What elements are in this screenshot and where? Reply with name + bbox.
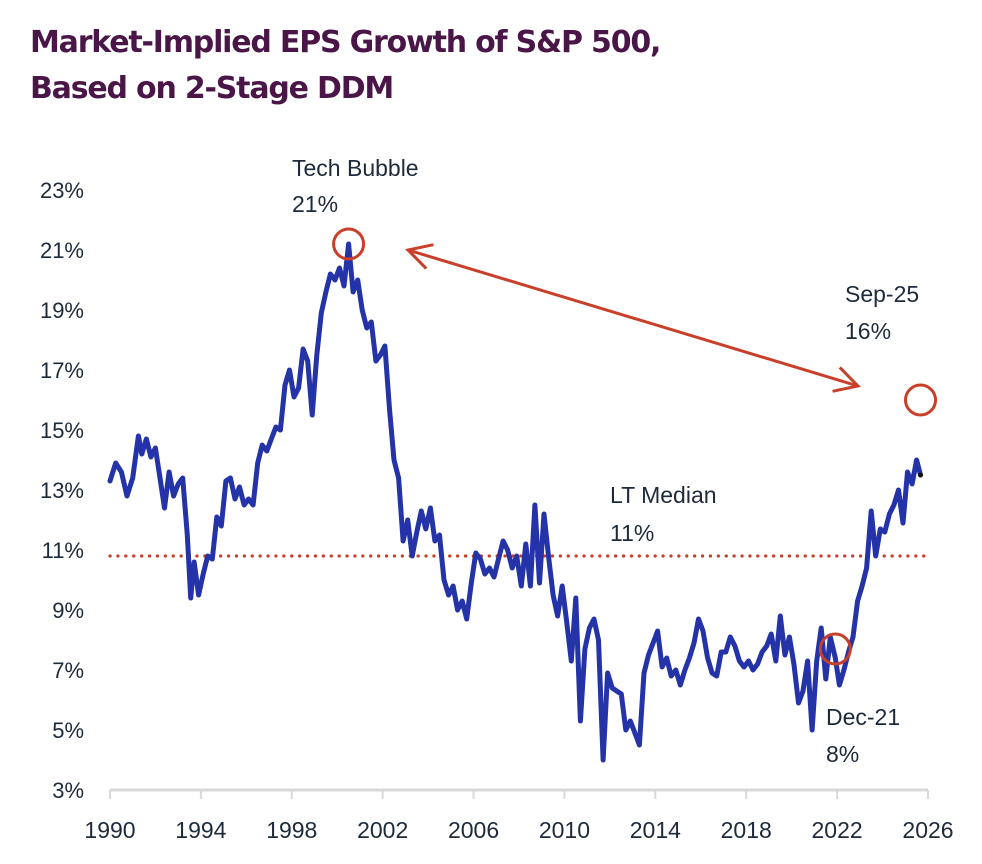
y-axis: 23% 21% 19% 17% 15% 13% 11% 9% 7% 5% 3% (40, 178, 84, 803)
arrow-head-left (405, 243, 434, 270)
x-tick-label: 1990 (84, 817, 135, 843)
x-tick-label: 2018 (721, 817, 772, 843)
y-tick-label: 11% (42, 538, 84, 563)
x-tick-label: 2006 (448, 817, 499, 843)
x-axis: 1990 1994 1998 2002 2006 2010 2014 2018 2022 2026 (84, 788, 954, 843)
annotation-tech-bubble-title: Tech Bubble (292, 155, 419, 181)
x-tick-label: 1994 (175, 817, 226, 843)
x-tick-label: 2014 (630, 817, 681, 843)
chart-title-line2: Based on 2-Stage DDM (30, 71, 394, 106)
y-tick-label: 13% (40, 478, 84, 503)
series-end-point (918, 472, 924, 478)
series-group (107, 241, 924, 763)
annotation-sep-25-value: 16% (845, 318, 891, 344)
annotation-dec-21-value: 8% (826, 741, 859, 767)
y-tick-label: 9% (52, 598, 84, 623)
y-tick-label: 17% (40, 358, 84, 383)
y-tick-label: 19% (40, 298, 84, 323)
annotation-circle-tech-bubble (332, 227, 366, 261)
arrow-shaft (407, 248, 859, 388)
x-tick-label: 2002 (357, 817, 408, 843)
annotation-sep-25-title: Sep-25 (845, 281, 919, 307)
annotation-lt-median-title: LT Median (610, 482, 717, 508)
annotation-lt-median-value: 11% (610, 520, 654, 546)
x-tick-label: 2022 (812, 817, 863, 843)
y-tick-label: 21% (40, 238, 84, 263)
annotation-tech-bubble-value: 21% (292, 191, 338, 217)
x-tick-label: 2010 (539, 817, 590, 843)
y-tick-label: 15% (40, 418, 84, 443)
y-tick-label: 3% (52, 778, 84, 803)
y-tick-label: 23% (40, 178, 84, 203)
annotation-circle-sep-25 (904, 383, 938, 417)
annotation-circle-dec-21 (818, 632, 852, 666)
y-tick-label: 5% (52, 718, 84, 743)
arrow-head-right (832, 366, 861, 393)
x-tick-label: 1998 (266, 817, 317, 843)
annotation-markers (332, 227, 938, 666)
annotation-arrow (405, 243, 861, 393)
annotation-labels: Tech Bubble 21% LT Median 11% Sep-25 16%… (292, 155, 919, 767)
annotation-dec-21-title: Dec-21 (826, 704, 900, 730)
chart-title-line1: Market-Implied EPS Growth of S&P 500, (30, 25, 661, 60)
series-line-eps-growth (107, 241, 923, 763)
x-tick-label: 2026 (902, 817, 953, 843)
y-tick-label: 7% (52, 658, 84, 683)
chart-title: Market-Implied EPS Growth of S&P 500, Ba… (30, 20, 661, 112)
